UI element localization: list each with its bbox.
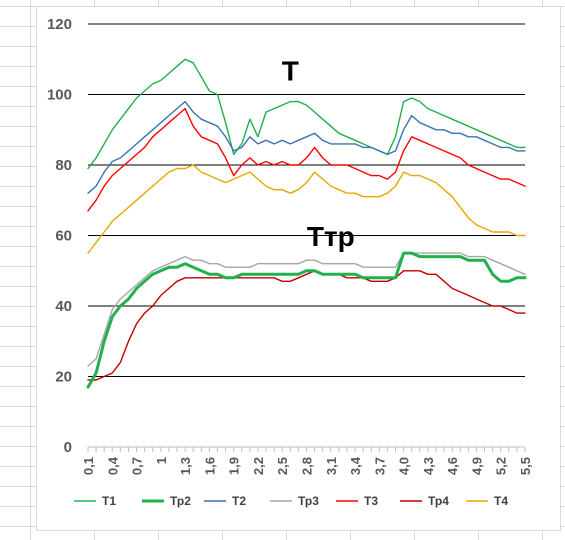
y-tick-label: 80 — [55, 157, 72, 174]
x-tick-label: 0,1 — [81, 457, 96, 475]
annotations: T Ттр — [282, 55, 355, 252]
y-axis-ticks: 0 20 40 60 80 100 120 — [47, 16, 72, 456]
chart-area-frame[interactable] — [36, 6, 561, 531]
series-line-Тр2 — [86, 251, 527, 389]
legend-label: Тр3 — [298, 494, 319, 508]
x-tick-label: 1,9 — [227, 457, 242, 475]
y-tick-label: 120 — [47, 16, 72, 33]
x-axis: 0,1 0,4 0,7 1 1,3 1,6 1,9 2,2 2,5 2,8 3,1 3,4 3,7 4,0… — [81, 446, 533, 475]
legend-label: Тр2 — [170, 494, 191, 508]
legend-label: T4 — [494, 494, 508, 508]
series-line-T3 — [87, 107, 526, 212]
series-line-T4 — [87, 164, 526, 254]
x-tick-label: 1,6 — [202, 457, 217, 475]
x-tick-label: 1 — [154, 457, 169, 464]
x-tick-label: 3,7 — [372, 457, 387, 475]
x-tick-label: 2,8 — [300, 457, 315, 475]
gridlines — [88, 23, 525, 448]
legend-label: Тр4 — [428, 494, 449, 508]
x-tick-label: 3,1 — [324, 457, 339, 475]
x-tick-label: 0,4 — [105, 456, 120, 475]
x-tick-label: 4,3 — [421, 457, 436, 475]
x-tick-label: 2,5 — [275, 457, 290, 475]
series-line-Тр4 — [87, 270, 526, 381]
x-tick-label: 4,6 — [445, 457, 460, 475]
y-tick-label: 40 — [55, 298, 72, 315]
y-tick-label: 0 — [64, 439, 72, 456]
legend: T1 Тр2 T2 Тр3 T3 Тр4 T4 — [74, 494, 508, 508]
x-tick-label: 0,7 — [130, 457, 145, 475]
y-tick-label: 20 — [55, 369, 72, 386]
legend-label: T1 — [102, 494, 116, 508]
chart-annotation: T — [282, 55, 299, 86]
series-line-T2 — [87, 100, 526, 194]
chart-annotation: Ттр — [307, 221, 355, 252]
x-tick-label: 5,2 — [494, 457, 509, 475]
series-layer — [86, 58, 527, 389]
x-tick-label: 2,2 — [251, 457, 266, 475]
x-tick-label: 4,9 — [469, 457, 484, 475]
x-tick-label: 4,0 — [397, 457, 412, 475]
y-tick-label: 60 — [55, 228, 72, 245]
x-tick-label: 5,5 — [518, 457, 533, 475]
x-tick-label: 1,3 — [178, 457, 193, 475]
x-tick-label: 3,4 — [348, 456, 363, 475]
y-tick-label: 100 — [47, 87, 72, 104]
series-line-Тр3 — [87, 252, 526, 367]
series-line-T1 — [87, 58, 526, 170]
legend-label: T3 — [364, 494, 378, 508]
legend-label: T2 — [232, 494, 246, 508]
